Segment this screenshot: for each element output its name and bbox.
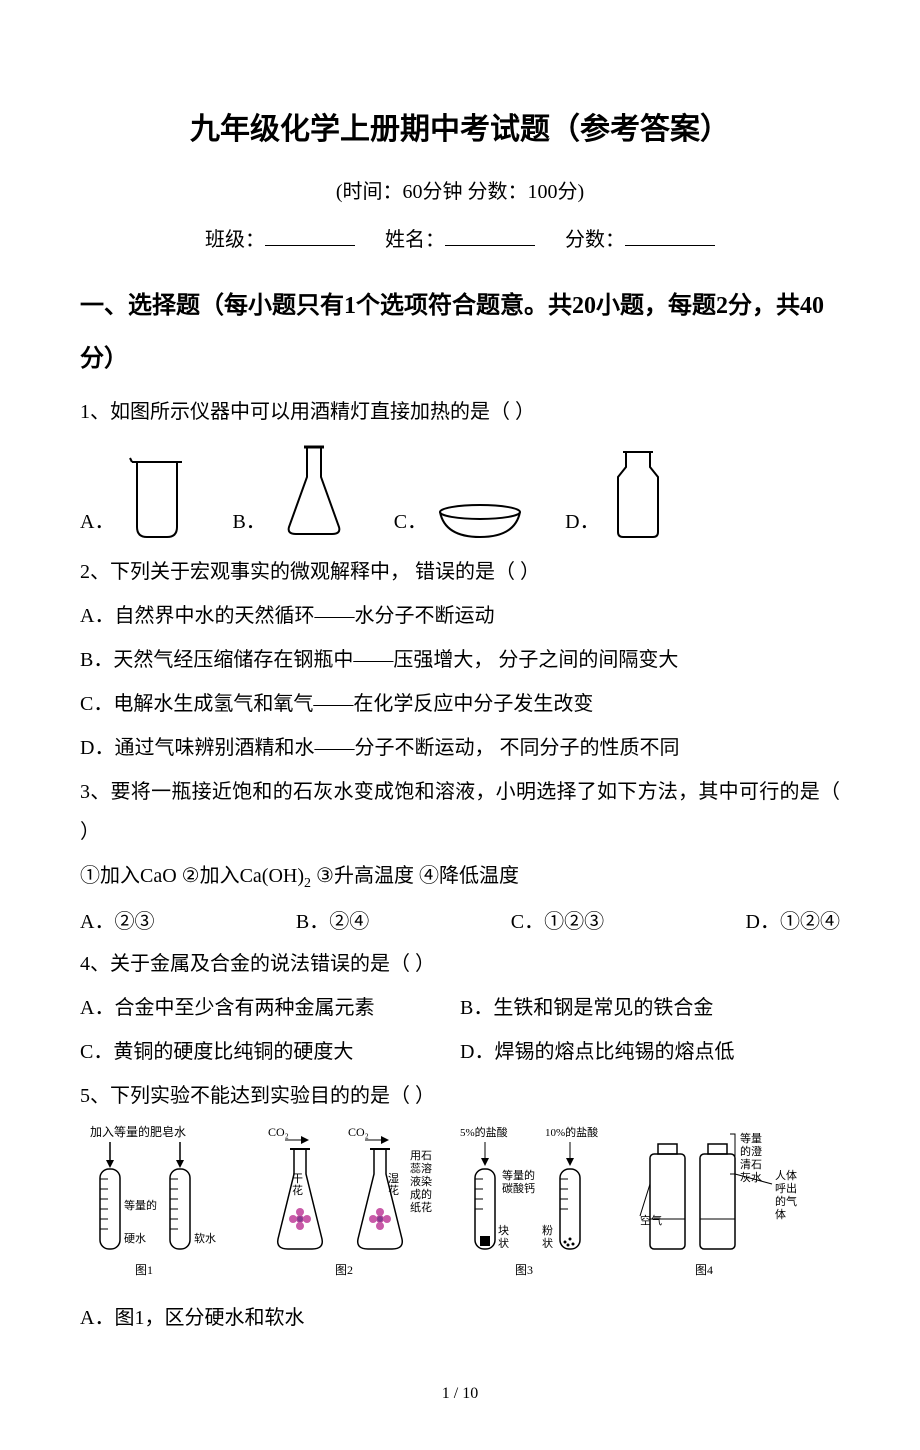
- svg-text:图2: 图2: [335, 1263, 353, 1277]
- q5-option-a: A．图1，区分硬水和软水: [80, 1298, 840, 1338]
- svg-text:蕊溶: 蕊溶: [410, 1161, 432, 1175]
- question-1-text: 1、如图所示仪器中可以用酒精灯直接加热的是（ ）: [80, 392, 840, 432]
- q3-option-c: C．①②③: [511, 902, 604, 942]
- q1-option-d: D．: [565, 447, 667, 542]
- wide-mouth-bottle-icon: [608, 447, 668, 542]
- student-info-line: 班级： 姓名： 分数：: [80, 220, 840, 260]
- svg-text:加入等量的肥皂水: 加入等量的肥皂水: [90, 1124, 186, 1139]
- q3-option-b: B．②④: [296, 902, 369, 942]
- q4-option-a: A．合金中至少含有两种金属元素: [80, 988, 460, 1028]
- q1-c-label: C．: [394, 502, 427, 542]
- question-5-figure: 加入等量的肥皂水 等量的 硬水 软水 图1 CO₂ CO₂: [80, 1124, 840, 1294]
- svg-text:花: 花: [292, 1184, 303, 1197]
- q1-option-c: C．: [394, 502, 525, 542]
- question-5-text: 5、下列实验不能达到实验目的的是（ ）: [80, 1076, 840, 1116]
- class-label: 班级：: [205, 229, 265, 251]
- svg-text:清石: 清石: [740, 1158, 762, 1171]
- svg-text:10%的盐酸: 10%的盐酸: [545, 1125, 598, 1139]
- svg-text:液染: 液染: [410, 1174, 432, 1188]
- svg-text:CO₂: CO₂: [268, 1125, 289, 1139]
- svg-text:成的: 成的: [410, 1187, 432, 1201]
- score-label: 分数：: [565, 229, 625, 251]
- q3-choices-pre: ①加入CaO ②加入Ca(OH): [80, 865, 304, 887]
- erlenmeyer-flask-icon: [274, 442, 354, 542]
- q2-option-d: D．通过气味辨别酒精和水——分子不断运动， 不同分子的性质不同: [80, 728, 840, 768]
- svg-text:体: 体: [775, 1207, 786, 1221]
- svg-text:图3: 图3: [515, 1263, 533, 1277]
- svg-text:碳酸钙: 碳酸钙: [502, 1181, 535, 1195]
- page-title: 九年级化学上册期中考试题（参考答案）: [80, 100, 840, 160]
- name-blank[interactable]: [445, 226, 535, 246]
- q3-option-d: D．①②④: [746, 902, 840, 942]
- page-number: 1 / 10: [80, 1378, 840, 1410]
- q2-option-a: A．自然界中水的天然循环——水分子不断运动: [80, 596, 840, 636]
- question-1-options: A． B． C． D．: [80, 442, 840, 542]
- q4-option-c: C．黄铜的硬度比纯铜的硬度大: [80, 1032, 460, 1072]
- q1-b-label: B．: [232, 502, 265, 542]
- svg-text:纸花: 纸花: [410, 1201, 432, 1214]
- figure-panel-4: 等量 的澄 清石 灰水 空气 人体 呼出 的气 体 图4: [640, 1131, 797, 1277]
- name-label: 姓名：: [385, 229, 445, 251]
- svg-text:的气: 的气: [775, 1194, 797, 1208]
- q3-choices-post: ③升高温度 ④降低温度: [311, 865, 519, 887]
- exam-meta: (时间：60分钟 分数：100分): [80, 172, 840, 212]
- svg-text:花: 花: [388, 1184, 399, 1197]
- q3-option-a: A．②③: [80, 902, 154, 942]
- svg-text:用石: 用石: [410, 1150, 432, 1162]
- q2-option-c: C．电解水生成氢气和氧气——在化学反应中分子发生改变: [80, 684, 840, 724]
- section-1-heading: 一、选择题（每小题只有1个选项符合题意。共20小题，每题2分，共40分）: [80, 280, 840, 386]
- svg-text:状: 状: [542, 1236, 553, 1250]
- question-3-choices: ①加入CaO ②加入Ca(OH)2 ③升高温度 ④降低温度: [80, 856, 840, 898]
- svg-text:等量的: 等量的: [502, 1168, 535, 1182]
- q1-option-b: B．: [232, 442, 353, 542]
- svg-text:干: 干: [292, 1173, 303, 1185]
- svg-text:灰水: 灰水: [740, 1170, 762, 1184]
- evaporating-dish-icon: [435, 502, 525, 542]
- figure-panel-3: 5%的盐酸 10%的盐酸 等量的 碳酸钙 块状 粉状 图3: [460, 1125, 598, 1277]
- score-blank[interactable]: [625, 226, 715, 246]
- svg-text:软水: 软水: [194, 1231, 216, 1245]
- beaker-icon: [122, 452, 192, 542]
- svg-text:人体: 人体: [775, 1168, 797, 1182]
- svg-text:空气: 空气: [640, 1213, 662, 1227]
- svg-text:状: 状: [498, 1236, 509, 1250]
- svg-text:5%的盐酸: 5%的盐酸: [460, 1125, 508, 1139]
- q1-d-label: D．: [565, 502, 599, 542]
- class-blank[interactable]: [265, 226, 355, 246]
- svg-text:的澄: 的澄: [740, 1144, 762, 1158]
- svg-text:硬水: 硬水: [124, 1232, 146, 1245]
- figure-panel-2: CO₂ CO₂ 干花 湿花 用石 蕊溶: [268, 1125, 432, 1277]
- svg-text:粉: 粉: [542, 1224, 553, 1237]
- svg-text:CO₂: CO₂: [348, 1125, 369, 1139]
- question-2-text: 2、下列关于宏观事实的微观解释中， 错误的是（ ）: [80, 552, 840, 592]
- q4-row1: A．合金中至少含有两种金属元素 B．生铁和钢是常见的铁合金: [80, 988, 840, 1032]
- svg-text:等量的: 等量的: [124, 1198, 157, 1212]
- q2-option-b: B．天然气经压缩储存在钢瓶中——压强增大， 分子之间的间隔变大: [80, 640, 840, 680]
- svg-text:湿: 湿: [388, 1172, 399, 1185]
- q4-option-d: D．焊锡的熔点比纯锡的熔点低: [460, 1032, 840, 1072]
- question-4-text: 4、关于金属及合金的说法错误的是（ ）: [80, 944, 840, 984]
- q3-options-row: A．②③ B．②④ C．①②③ D．①②④: [80, 902, 840, 942]
- q4-option-b: B．生铁和钢是常见的铁合金: [460, 988, 840, 1028]
- svg-text:块: 块: [498, 1224, 509, 1237]
- svg-text:等量: 等量: [740, 1131, 762, 1145]
- svg-text:图1: 图1: [135, 1263, 153, 1277]
- q4-row2: C．黄铜的硬度比纯铜的硬度大 D．焊锡的熔点比纯锡的熔点低: [80, 1032, 840, 1076]
- question-3-text: 3、要将一瓶接近饱和的石灰水变成饱和溶液，小明选择了如下方法，其中可行的是（ ）: [80, 772, 840, 852]
- svg-text:图4: 图4: [695, 1263, 713, 1277]
- svg-text:呼出: 呼出: [775, 1181, 797, 1195]
- q1-a-label: A．: [80, 502, 114, 542]
- figure-panel-1: 加入等量的肥皂水 等量的 硬水 软水 图1: [90, 1124, 216, 1277]
- q3-subscript: 2: [304, 876, 311, 891]
- q1-option-a: A．: [80, 452, 192, 542]
